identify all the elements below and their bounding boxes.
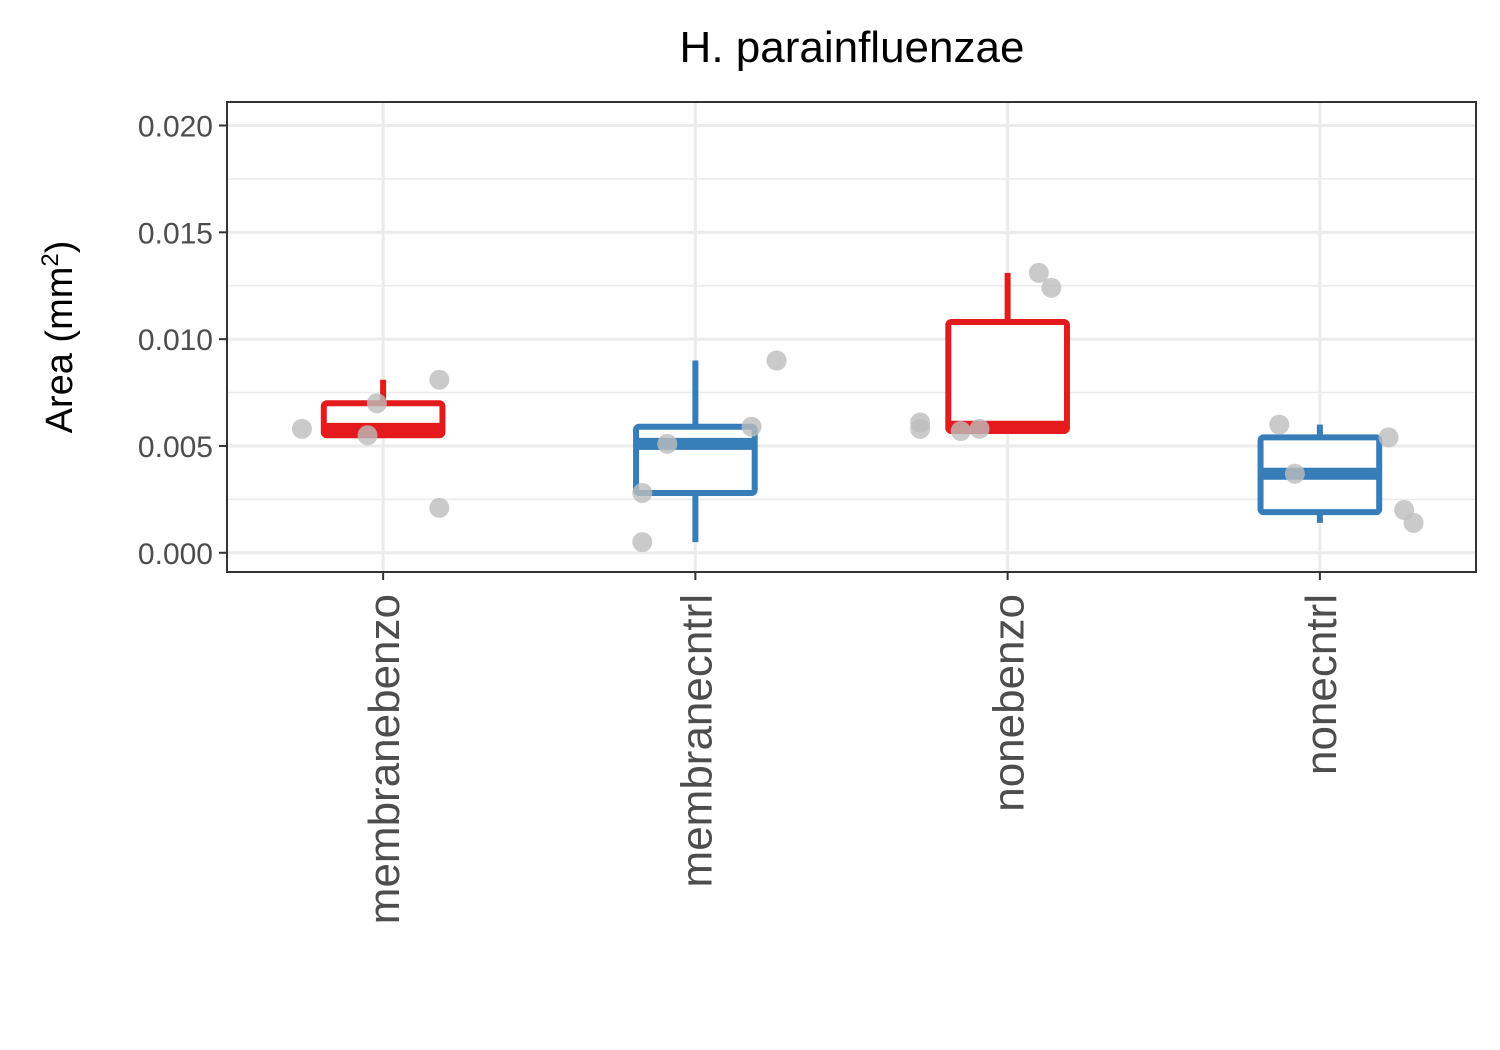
data-point xyxy=(1284,463,1305,484)
data-point xyxy=(632,532,653,553)
data-point xyxy=(632,482,653,503)
data-point xyxy=(1028,262,1049,283)
data-point xyxy=(291,418,312,439)
data-point xyxy=(1403,512,1424,533)
y-tick-label: 0.020 xyxy=(138,111,213,144)
y-axis-label: Area (mm2) xyxy=(37,241,81,434)
grid-lines xyxy=(227,102,1476,572)
panel-border xyxy=(226,101,1477,573)
x-tick-label: nonebenzo xyxy=(985,594,1034,812)
x-tick-label: membranecntrl xyxy=(672,594,721,887)
data-point xyxy=(366,393,387,414)
axes: 0.000 0.005 0.010 0.015 0.020 membranebenzo me… xyxy=(138,111,1346,925)
data-points xyxy=(291,262,1424,553)
data-point xyxy=(429,497,450,518)
data-point xyxy=(910,418,931,439)
data-point xyxy=(741,416,762,437)
box-iqr xyxy=(945,319,1070,434)
box-iqr xyxy=(633,423,758,496)
data-point xyxy=(1378,427,1399,448)
data-point xyxy=(969,418,990,439)
data-point xyxy=(657,433,678,454)
y-tick-label: 0.015 xyxy=(138,217,213,250)
y-axis-label-close: ) xyxy=(39,241,81,254)
data-point xyxy=(950,421,971,441)
box-series xyxy=(320,272,1383,543)
y-tick-label: 0.005 xyxy=(138,431,213,464)
data-point xyxy=(1041,277,1062,298)
x-tick-label: nonecntrl xyxy=(1297,594,1346,775)
data-point xyxy=(357,425,378,446)
data-point xyxy=(766,350,787,371)
y-axis-label-main: Area (mm xyxy=(39,267,81,434)
data-point xyxy=(429,369,450,390)
y-tick-label: 0.000 xyxy=(138,538,213,571)
y-axis-label-superscript: 2 xyxy=(37,253,64,266)
box-nonecntrl xyxy=(1257,424,1383,523)
chart-title: H. parainfluenzae xyxy=(680,23,1025,72)
x-tick-label: membranebenzo xyxy=(360,594,409,924)
y-tick-label: 0.010 xyxy=(138,324,213,357)
data-point xyxy=(1269,414,1290,435)
